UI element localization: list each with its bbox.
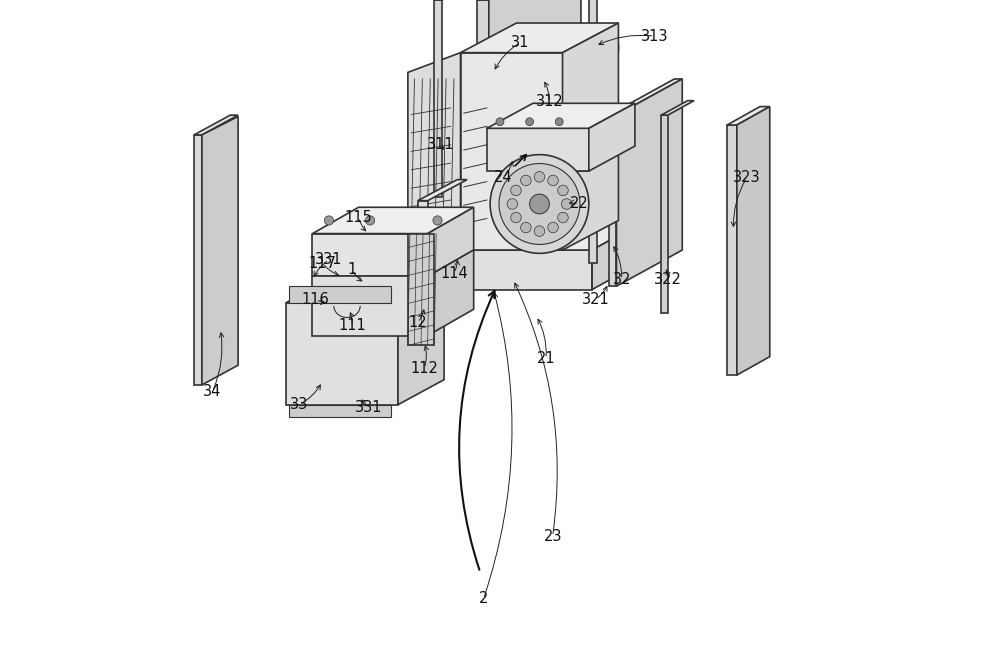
Polygon shape: [609, 115, 616, 286]
Polygon shape: [194, 115, 238, 135]
Polygon shape: [408, 234, 434, 345]
Text: 311: 311: [427, 138, 455, 152]
Polygon shape: [489, 0, 581, 250]
Polygon shape: [408, 214, 658, 250]
Polygon shape: [312, 207, 474, 234]
Polygon shape: [461, 23, 618, 53]
Circle shape: [365, 216, 375, 225]
Circle shape: [558, 185, 568, 195]
Polygon shape: [428, 250, 474, 336]
Polygon shape: [507, 71, 569, 79]
Polygon shape: [202, 116, 238, 385]
Circle shape: [558, 213, 568, 223]
Polygon shape: [477, 0, 489, 250]
Polygon shape: [661, 101, 694, 115]
Text: 31: 31: [511, 36, 529, 50]
Text: 24: 24: [494, 170, 513, 185]
Text: 34: 34: [203, 384, 222, 399]
Polygon shape: [569, 43, 618, 79]
Circle shape: [534, 172, 545, 182]
Text: 1: 1: [347, 263, 357, 277]
Polygon shape: [661, 115, 668, 313]
Circle shape: [555, 118, 563, 126]
Text: 117: 117: [308, 256, 336, 270]
Polygon shape: [737, 107, 770, 375]
Polygon shape: [461, 53, 563, 250]
Polygon shape: [312, 234, 428, 276]
Text: 114: 114: [440, 266, 468, 280]
Text: 23: 23: [543, 529, 562, 544]
Polygon shape: [727, 125, 737, 375]
Circle shape: [490, 155, 589, 253]
Text: 111: 111: [338, 318, 366, 333]
Polygon shape: [589, 0, 597, 263]
Text: 313: 313: [641, 29, 668, 43]
Polygon shape: [592, 214, 658, 290]
Text: 22: 22: [570, 197, 588, 211]
Polygon shape: [727, 107, 770, 125]
Polygon shape: [289, 286, 391, 303]
Text: 331: 331: [315, 253, 343, 267]
Text: 331: 331: [355, 401, 382, 415]
Polygon shape: [507, 43, 618, 71]
Polygon shape: [286, 278, 444, 303]
Bar: [421, 266, 437, 283]
Polygon shape: [289, 405, 391, 417]
Text: 312: 312: [535, 95, 563, 109]
Circle shape: [511, 213, 521, 223]
Polygon shape: [563, 23, 618, 250]
Circle shape: [511, 185, 521, 195]
Polygon shape: [487, 103, 635, 128]
Circle shape: [526, 118, 534, 126]
Text: 33: 33: [290, 397, 308, 412]
Text: 12: 12: [408, 315, 427, 330]
Circle shape: [507, 199, 518, 209]
Circle shape: [521, 222, 531, 233]
Polygon shape: [589, 103, 635, 171]
Polygon shape: [418, 201, 428, 345]
Bar: [576, 148, 588, 171]
Circle shape: [561, 199, 572, 209]
Polygon shape: [418, 180, 467, 201]
Polygon shape: [286, 303, 398, 405]
Circle shape: [530, 194, 549, 214]
Text: 322: 322: [654, 272, 682, 287]
Circle shape: [534, 226, 545, 236]
Circle shape: [521, 175, 531, 186]
Circle shape: [496, 118, 504, 126]
Polygon shape: [434, 0, 442, 197]
Text: 321: 321: [582, 292, 609, 307]
Text: 2: 2: [479, 592, 488, 606]
Polygon shape: [398, 278, 444, 405]
Circle shape: [499, 164, 580, 245]
Text: 112: 112: [410, 361, 438, 376]
Circle shape: [548, 222, 558, 233]
Polygon shape: [493, 138, 612, 155]
Polygon shape: [609, 79, 682, 115]
Circle shape: [548, 175, 558, 186]
Text: 323: 323: [733, 170, 761, 185]
Circle shape: [324, 216, 334, 225]
Circle shape: [433, 216, 442, 225]
Text: 21: 21: [537, 351, 555, 366]
Text: 115: 115: [345, 210, 372, 224]
Polygon shape: [408, 53, 461, 250]
Polygon shape: [194, 135, 202, 385]
Polygon shape: [408, 250, 592, 290]
Polygon shape: [312, 276, 428, 336]
Polygon shape: [616, 79, 682, 286]
Polygon shape: [428, 207, 474, 276]
Polygon shape: [487, 128, 589, 171]
Text: 116: 116: [302, 292, 330, 307]
Text: 32: 32: [612, 272, 631, 287]
